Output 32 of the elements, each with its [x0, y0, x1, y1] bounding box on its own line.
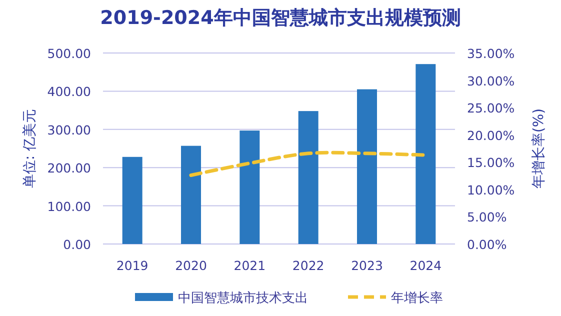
x-tick-label: 2021 [234, 258, 266, 273]
y-tick-label: 500.00 [47, 46, 92, 61]
y-tick-label: 300.00 [47, 122, 92, 138]
bar [298, 111, 318, 244]
line-series [189, 150, 428, 177]
y-tick-label: 100.00 [47, 198, 92, 214]
x-tick-label: 2020 [175, 258, 207, 273]
legend-label: 年增长率 [391, 290, 443, 306]
x-tick-label: 2019 [116, 258, 148, 273]
y2-tick-label: 20.00% [467, 128, 515, 143]
x-tick-label: 2022 [292, 258, 324, 273]
chart-title: 2019-2024年中国智慧城市支出规模预测 [100, 7, 461, 29]
bar [240, 130, 260, 244]
y2-tick-label: 10.00% [467, 182, 515, 198]
y-tick-label: 200.00 [47, 160, 92, 176]
bar [357, 89, 377, 244]
y2-tick-label: 30.00% [467, 73, 515, 88]
x-tick-label: 2023 [351, 258, 383, 273]
y2-tick-label: 35.00% [467, 46, 515, 61]
y2-tick-label: 25.00% [467, 100, 515, 116]
y2-axis-title: 年增长率(%) [531, 108, 547, 189]
y2-tick-label: 15.00% [467, 155, 515, 170]
y-axis-title: 单位: 亿美元 [22, 108, 38, 188]
y2-tick-label: 5.00% [467, 210, 507, 225]
bar [416, 64, 436, 244]
bar [181, 146, 201, 244]
y-tick-label: 0.00 [63, 237, 92, 252]
x-tick-label: 2024 [410, 258, 442, 273]
bar [122, 156, 142, 244]
y-tick-label: 400.00 [47, 84, 92, 100]
legend-label: 中国智慧城市技术支出 [178, 291, 308, 306]
y2-tick-label: 0.00% [467, 237, 507, 252]
